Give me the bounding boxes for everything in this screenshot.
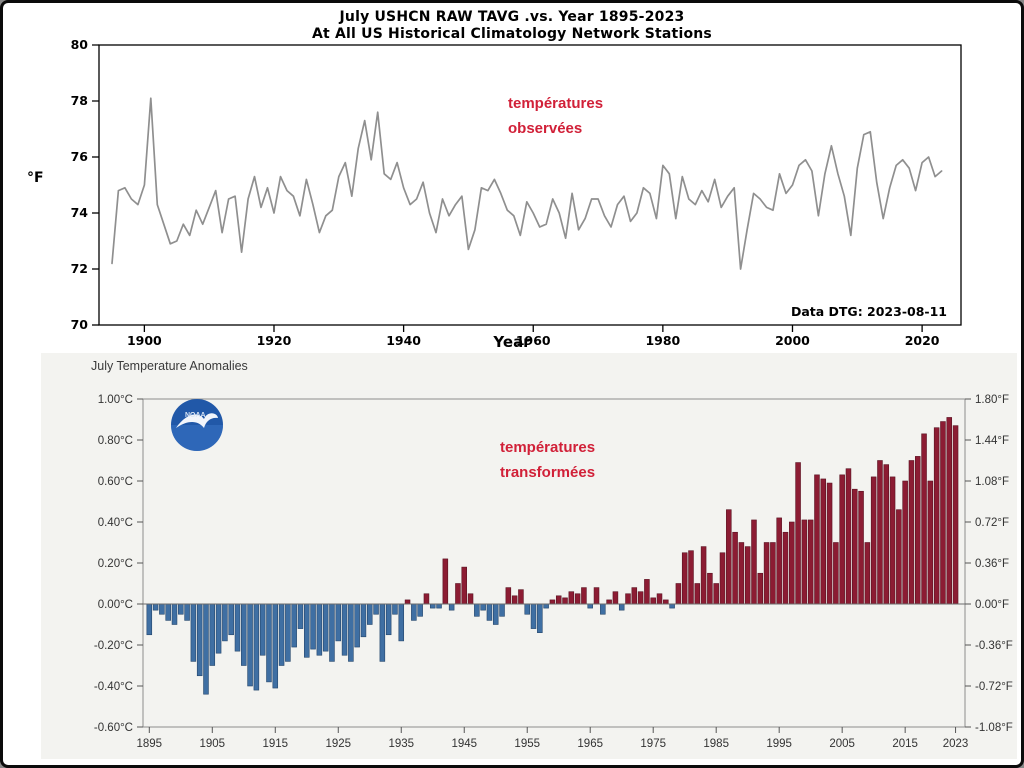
temperature-anomalies-bar-chart: 1.00°C 1.80°F 0.80°C 1.44°F 0.60°C 1.08°F 0.40…: [94, 394, 1013, 750]
top-chart-title-line1: July USHCN RAW TAVG .vs. Year 1895-2023: [339, 9, 685, 25]
observed-annotation-line1: températures: [508, 95, 604, 112]
svg-text:1940: 1940: [386, 333, 421, 348]
noaa-logo-text: NOAA: [185, 412, 206, 419]
svg-text:70: 70: [71, 317, 89, 332]
svg-text:1.80°F: 1.80°F: [975, 394, 1009, 406]
svg-text:-0.60°C: -0.60°C: [94, 722, 133, 734]
svg-text:1935: 1935: [388, 738, 414, 750]
svg-text:1980: 1980: [645, 333, 680, 348]
raw-temperature-line-chart: 70 72 74 76 78 80 1900 1920 1940 1960 1980 2000 2020: [71, 37, 962, 348]
svg-text:2000: 2000: [775, 333, 810, 348]
transformed-temps-annotation: températures transformées: [500, 435, 595, 485]
svg-text:72: 72: [71, 261, 88, 276]
svg-text:0.80°C: 0.80°C: [98, 435, 133, 447]
svg-text:1.44°F: 1.44°F: [975, 435, 1009, 447]
observed-temps-annotation: températures observées: [508, 91, 603, 141]
svg-text:0.00°C: 0.00°C: [98, 599, 133, 611]
transformed-annotation-line2: transformées: [500, 464, 596, 481]
svg-text:1965: 1965: [577, 738, 603, 750]
svg-text:2005: 2005: [829, 738, 855, 750]
svg-text:0.60°C: 0.60°C: [98, 476, 133, 488]
svg-text:1995: 1995: [766, 738, 792, 750]
svg-text:1975: 1975: [640, 738, 666, 750]
svg-text:80: 80: [71, 37, 89, 52]
svg-text:0.40°C: 0.40°C: [98, 517, 133, 529]
top-y-axis-unit-label: °F: [27, 170, 44, 186]
svg-text:1925: 1925: [325, 738, 351, 750]
svg-text:0.00°F: 0.00°F: [975, 599, 1009, 611]
svg-text:0.20°C: 0.20°C: [98, 558, 133, 570]
svg-text:1960: 1960: [516, 333, 551, 348]
svg-text:-0.36°F: -0.36°F: [975, 640, 1013, 652]
svg-text:1945: 1945: [451, 738, 477, 750]
svg-text:0.72°F: 0.72°F: [975, 517, 1009, 529]
svg-text:76: 76: [71, 149, 89, 164]
noaa-seagull-icon: [176, 413, 218, 428]
svg-text:1895: 1895: [137, 738, 163, 750]
bottom-chart-title: July Temperature Anomalies: [91, 359, 248, 373]
svg-text:1955: 1955: [514, 738, 540, 750]
svg-text:-0.20°C: -0.20°C: [94, 640, 133, 652]
svg-text:1900: 1900: [127, 333, 162, 348]
top-x-axis-label: Year: [493, 333, 531, 351]
svg-text:2015: 2015: [892, 738, 918, 750]
top-chart-title-line2: At All US Historical Climatology Network…: [312, 26, 712, 42]
transformed-annotation-line1: températures: [500, 439, 596, 456]
svg-text:-1.08°F: -1.08°F: [975, 722, 1013, 734]
svg-text:-0.72°F: -0.72°F: [975, 681, 1013, 693]
noaa-logo-lower-half: [171, 425, 223, 451]
observed-annotation-line2: observées: [508, 120, 583, 137]
data-dtg-label: Data DTG: 2023-08-11: [790, 304, 947, 319]
svg-text:0.36°F: 0.36°F: [975, 558, 1009, 570]
svg-text:-0.40°C: -0.40°C: [94, 681, 133, 693]
svg-text:1905: 1905: [199, 738, 225, 750]
svg-text:1.08°F: 1.08°F: [975, 476, 1009, 488]
noaa-logo: NOAA: [171, 399, 223, 451]
svg-text:1.00°C: 1.00°C: [98, 394, 133, 406]
svg-text:74: 74: [71, 205, 89, 220]
svg-text:1985: 1985: [703, 738, 729, 750]
svg-text:1915: 1915: [262, 738, 288, 750]
svg-text:78: 78: [71, 93, 88, 108]
svg-text:2020: 2020: [905, 333, 940, 348]
svg-text:2023: 2023: [943, 738, 969, 750]
svg-text:1920: 1920: [257, 333, 292, 348]
